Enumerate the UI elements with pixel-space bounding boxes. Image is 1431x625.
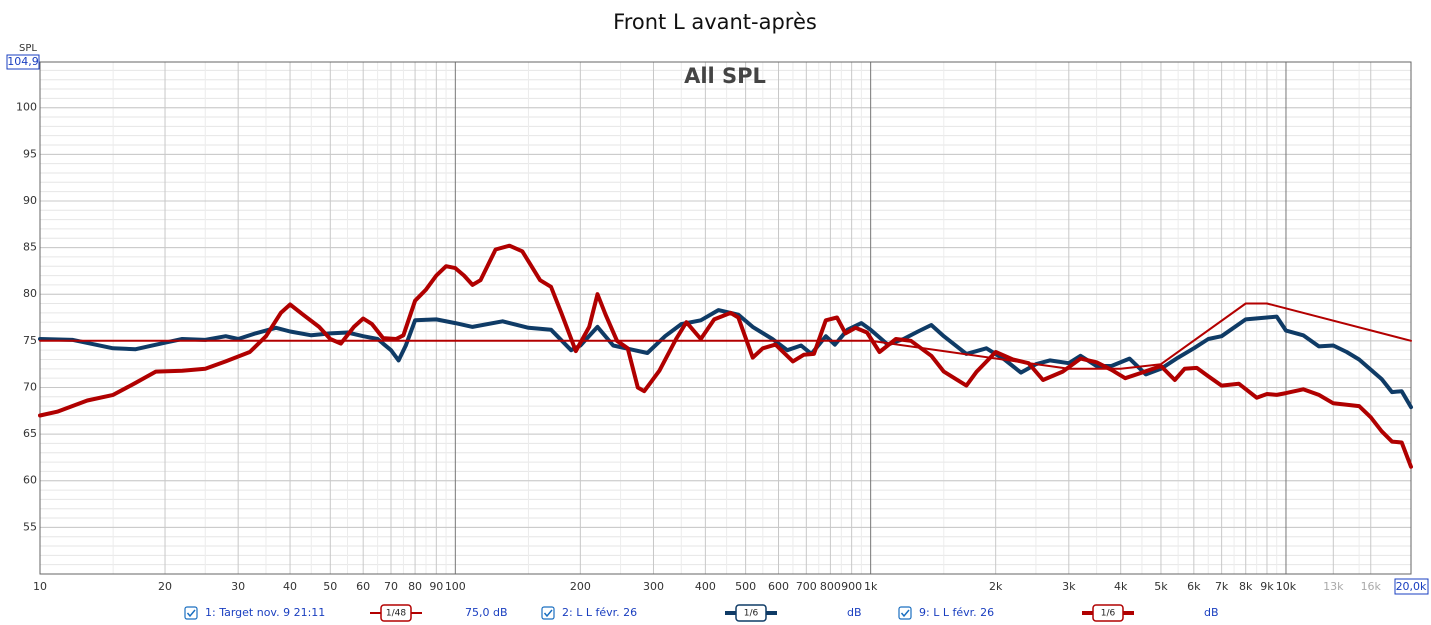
x-tick-label: 20 [158, 580, 172, 593]
legend-smoothing-box[interactable] [735, 604, 767, 622]
y-limit-box [6, 54, 40, 70]
series-line [38, 243, 1413, 469]
y-tick-label: 65 [23, 427, 37, 440]
legend-smoothing-box[interactable] [1092, 604, 1124, 622]
x-tick-label: 50 [323, 580, 337, 593]
y-tick-label: 75 [23, 334, 37, 347]
y-tick-label: 55 [23, 520, 37, 533]
x-tick-label: 100 [445, 580, 466, 593]
legend-label: 2: L L févr. 26 [562, 606, 637, 619]
x-tick-label: 600 [768, 580, 789, 593]
x-tick-label: 10k [1276, 580, 1297, 593]
y-tick-label: 60 [23, 474, 37, 487]
x-tick-label: 8k [1239, 580, 1253, 593]
y-tick-label: 80 [23, 287, 37, 300]
y-tick-label: 90 [23, 194, 37, 207]
x-tick-label: 13k [1323, 580, 1344, 593]
x-tick-label: 20,0k [1396, 580, 1427, 593]
x-tick-label: 1k [864, 580, 878, 593]
x-tick-label: 10 [33, 580, 47, 593]
series-line [38, 308, 1413, 410]
y-axis-label: SPL [19, 43, 37, 54]
x-tick-label: 90 [429, 580, 443, 593]
legend-smoothing: 1/6 [744, 609, 759, 619]
annotation: All SPL [684, 64, 766, 88]
x-tick-label: 400 [695, 580, 716, 593]
x-limit-box [1394, 578, 1429, 595]
y-tick-label: 100 [16, 101, 37, 114]
legend-checkmark [543, 609, 553, 618]
plot-frame [39, 61, 1412, 575]
legend-checkmark [186, 609, 196, 618]
x-tick-label: 700 [796, 580, 817, 593]
x-tick-label: 300 [643, 580, 664, 593]
legend-level: 75,0 dB [465, 606, 508, 619]
x-tick-label: 7k [1215, 580, 1229, 593]
x-tick-label: 16k [1361, 580, 1382, 593]
legend: 1: Target nov. 9 21:11 1/48 75,0 dB 2: L L … [184, 604, 1219, 622]
x-tick-label: 500 [735, 580, 756, 593]
legend-checkmark [900, 609, 910, 618]
x-tick-label: 80 [408, 580, 422, 593]
x-tick-label: 200 [570, 580, 591, 593]
x-tick-label: 800 [820, 580, 841, 593]
y-tick-label: 95 [23, 147, 37, 160]
series-line [39, 302, 1412, 370]
x-tick-label: 9k [1260, 580, 1274, 593]
y-tick-label: 85 [23, 241, 37, 254]
legend-level: dB [847, 606, 862, 619]
grid: 55 60 65 70 75 80 85 90 95 100 104,9 10 20 30 40 50 60 70… [6, 54, 1429, 595]
x-tick-label: 900 [841, 580, 862, 593]
legend-checkbox[interactable] [184, 606, 198, 620]
x-tick-label: 6k [1187, 580, 1201, 593]
lines [38, 243, 1413, 469]
legend-checkbox[interactable] [898, 606, 912, 620]
chart-title: Front L avant-après [613, 10, 817, 34]
legend-label: 1: Target nov. 9 21:11 [205, 606, 325, 619]
x-tick-label: 3k [1062, 580, 1076, 593]
x-tick-label: 5k [1154, 580, 1168, 593]
y-tick-label: 70 [23, 380, 37, 393]
legend-label: 9: L L févr. 26 [919, 606, 994, 619]
x-tick-label: 60 [356, 580, 370, 593]
y-tick-label: 104,9 [7, 55, 39, 68]
x-tick-label: 4k [1114, 580, 1128, 593]
legend-checkbox[interactable] [541, 606, 555, 620]
legend-smoothing-box[interactable] [380, 604, 412, 622]
x-tick-label: 70 [384, 580, 398, 593]
x-tick-label: 40 [283, 580, 297, 593]
legend-smoothing: 1/6 [1101, 609, 1116, 619]
x-tick-label: 30 [231, 580, 245, 593]
legend-level: dB [1204, 606, 1219, 619]
legend-smoothing: 1/48 [386, 609, 406, 619]
x-tick-label: 2k [989, 580, 1003, 593]
